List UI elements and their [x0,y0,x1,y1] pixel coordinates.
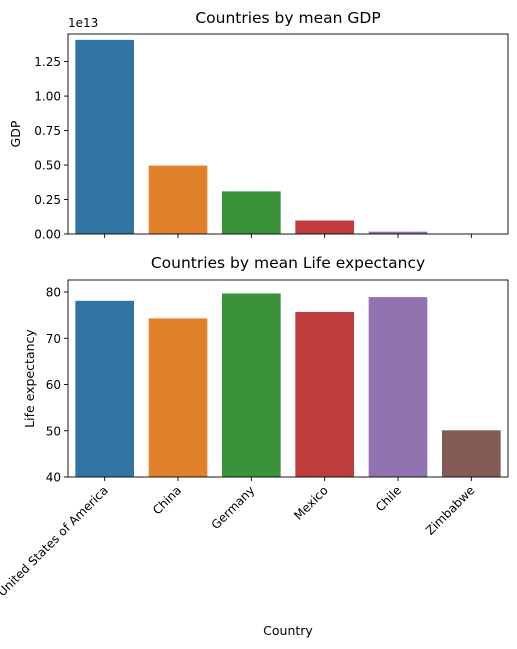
bar-mexico [295,311,354,477]
bar-united-states-of-america [75,39,134,235]
chart-title: Countries by mean GDP [195,9,380,27]
y-tick-label: 0.50 [34,159,61,173]
y-tick-label: 1.00 [34,90,61,104]
y-tick-label: 40 [46,471,61,485]
bar-germany [222,191,281,234]
bar-germany [222,293,281,477]
bar-chile [368,231,428,234]
axes-frame [67,279,509,478]
y-tick-label: 70 [46,332,61,346]
chart-title: Countries by mean Life expectancy [151,254,425,272]
y-tick-label: 0.25 [34,193,61,207]
x-axis-label: Country [263,623,313,638]
y-tick-label: 0.75 [34,124,61,138]
y-offset-label: 1e13 [68,16,98,30]
bar-united-states-of-america [75,300,134,477]
y-tick-label: 1.25 [34,55,61,69]
x-tick-label: United States of America [0,483,111,599]
y-tick-label: 0.00 [34,228,61,242]
y-tick-label: 60 [46,378,61,392]
x-tick-label: China [150,483,184,517]
axes-frame [67,33,509,235]
y-tick-label: 80 [46,286,61,300]
x-tick-label: Germany [209,483,258,532]
x-tick-label: Zimbabwe [423,483,477,537]
bar-china [148,165,208,234]
x-tick-label: Chile [373,483,404,514]
x-tick-label: Mexico [291,483,331,523]
y-axis-label: GDP [8,120,23,147]
bar-chile [368,297,428,477]
bar-zimbabwe [442,430,501,477]
bar-mexico [295,220,354,234]
y-tick-label: 50 [46,424,61,438]
bar-china [148,318,208,477]
y-axis-label: Life expectancy [22,329,37,428]
